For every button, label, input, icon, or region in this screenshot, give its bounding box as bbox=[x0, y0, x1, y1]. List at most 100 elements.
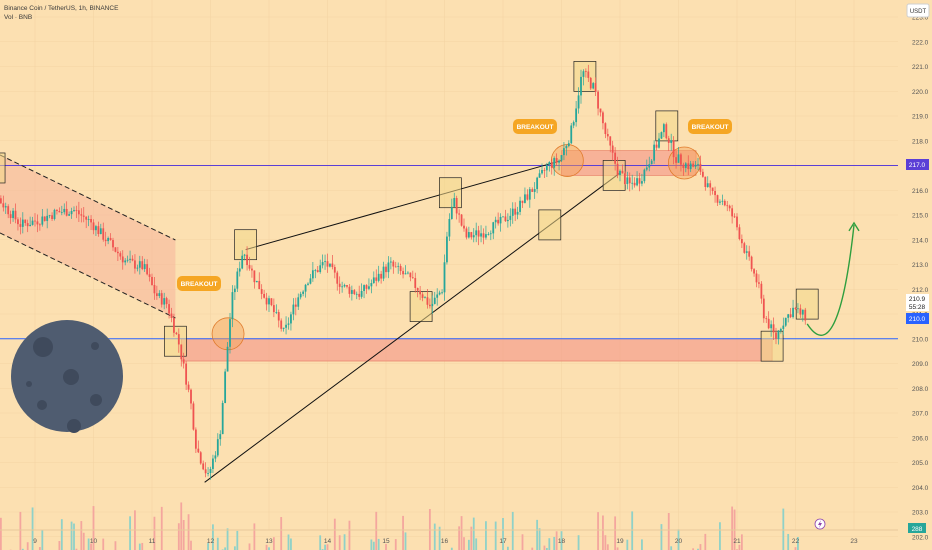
candle-body bbox=[2, 203, 5, 208]
candle-body bbox=[648, 164, 651, 168]
candle-body bbox=[329, 263, 331, 267]
volume-bar bbox=[494, 521, 497, 550]
candle-body bbox=[563, 148, 565, 156]
price-tick-label: 223.0 bbox=[912, 15, 929, 22]
chart-legend: Binance Coin / TetherUS, 1h, BINANCE Vol… bbox=[4, 4, 118, 22]
price-tick-label: 216.0 bbox=[912, 188, 929, 195]
candle-body bbox=[538, 173, 541, 178]
candle-body bbox=[645, 167, 648, 170]
volume-bar bbox=[677, 529, 680, 550]
volume-bar bbox=[485, 521, 487, 550]
candle-body bbox=[689, 163, 692, 170]
time-tick-label: 9 bbox=[33, 538, 37, 545]
volume-bar bbox=[31, 507, 34, 550]
volume-bar bbox=[80, 521, 83, 550]
candle-body bbox=[358, 293, 361, 297]
candle-body bbox=[772, 324, 775, 333]
candle-body bbox=[146, 264, 149, 275]
candle-body bbox=[12, 210, 14, 219]
candle-body bbox=[414, 278, 417, 288]
lightning-icon[interactable] bbox=[814, 518, 826, 530]
candle-body bbox=[19, 224, 22, 227]
breakout-circle bbox=[211, 317, 245, 351]
volume-bar bbox=[394, 539, 397, 550]
candle-body bbox=[316, 270, 319, 273]
candle-body bbox=[9, 214, 12, 219]
volume-bar bbox=[248, 543, 251, 550]
candle-body bbox=[555, 158, 558, 163]
candle-body bbox=[268, 298, 270, 305]
time-tick-label: 14 bbox=[324, 538, 332, 545]
currency-badge[interactable]: USDT bbox=[906, 3, 930, 18]
candle-body bbox=[165, 298, 168, 305]
candle-body bbox=[221, 403, 224, 435]
volume-bar bbox=[660, 524, 663, 550]
volume-bar bbox=[114, 541, 117, 550]
candle-body bbox=[750, 256, 753, 270]
candle-body bbox=[124, 260, 127, 263]
candle-body bbox=[619, 170, 621, 176]
swing-box bbox=[439, 177, 462, 209]
projection-arrow bbox=[806, 224, 855, 336]
volume-value-tag: 288 bbox=[908, 523, 926, 533]
candle-body bbox=[731, 208, 734, 217]
volume-bar bbox=[553, 536, 556, 550]
candle-body bbox=[34, 220, 36, 222]
candle-body bbox=[202, 463, 205, 470]
price-tick-label: 202.0 bbox=[912, 534, 929, 541]
candle-body bbox=[531, 189, 534, 192]
candle-body bbox=[650, 160, 653, 165]
candle-body bbox=[706, 183, 709, 188]
candle-body bbox=[46, 215, 49, 221]
volume-bar bbox=[614, 516, 617, 550]
price-tick-label: 219.0 bbox=[912, 114, 929, 121]
candle-body bbox=[597, 91, 599, 109]
candle-body bbox=[168, 304, 170, 314]
price-axis[interactable] bbox=[898, 0, 932, 550]
volume-bar bbox=[794, 547, 797, 550]
breakout-callout-1: BREAKOUT bbox=[177, 276, 221, 291]
volume-bar bbox=[326, 544, 329, 550]
candle-body bbox=[660, 132, 663, 139]
candle-body bbox=[314, 270, 317, 271]
candle-body bbox=[504, 216, 507, 222]
volume-bar bbox=[641, 539, 643, 550]
swing-box bbox=[602, 160, 626, 191]
volume-bar bbox=[697, 548, 699, 550]
candle-body bbox=[107, 237, 110, 242]
price-tick-label: 213.0 bbox=[912, 262, 929, 269]
candle-body bbox=[246, 254, 248, 266]
candle-body bbox=[577, 95, 580, 109]
candle-body bbox=[560, 155, 563, 161]
volume-bar bbox=[536, 519, 539, 550]
volume-bar bbox=[26, 542, 29, 550]
volume-bar bbox=[604, 535, 607, 550]
candle-body bbox=[804, 309, 807, 321]
volume-bar bbox=[450, 547, 453, 550]
candle-body bbox=[416, 287, 419, 291]
price-tick-label: 218.0 bbox=[912, 138, 929, 145]
volume-bar bbox=[287, 534, 290, 550]
volume-bar bbox=[667, 513, 670, 550]
candle-body bbox=[41, 216, 44, 225]
candle-body bbox=[394, 266, 397, 268]
candle-body bbox=[131, 258, 134, 261]
volume-bar bbox=[82, 532, 85, 550]
candle-body bbox=[299, 293, 302, 298]
candle-body bbox=[765, 318, 768, 320]
zones bbox=[0, 150, 773, 362]
candle-body bbox=[638, 178, 641, 184]
candle-body bbox=[541, 170, 543, 174]
candle-body bbox=[199, 452, 202, 464]
volume-bar bbox=[782, 508, 785, 550]
volume-bar bbox=[153, 516, 156, 550]
candle-body bbox=[616, 163, 619, 176]
candle-body bbox=[126, 259, 129, 261]
time-axis-ticks[interactable]: 9 10 11 12 13 14 15 16 17 18 19 20 21 22 23 bbox=[33, 538, 858, 545]
candle-body bbox=[333, 267, 336, 273]
candle-body bbox=[606, 134, 609, 137]
candle-body bbox=[789, 314, 792, 318]
candle-body bbox=[216, 439, 219, 456]
candle-body bbox=[743, 243, 746, 253]
